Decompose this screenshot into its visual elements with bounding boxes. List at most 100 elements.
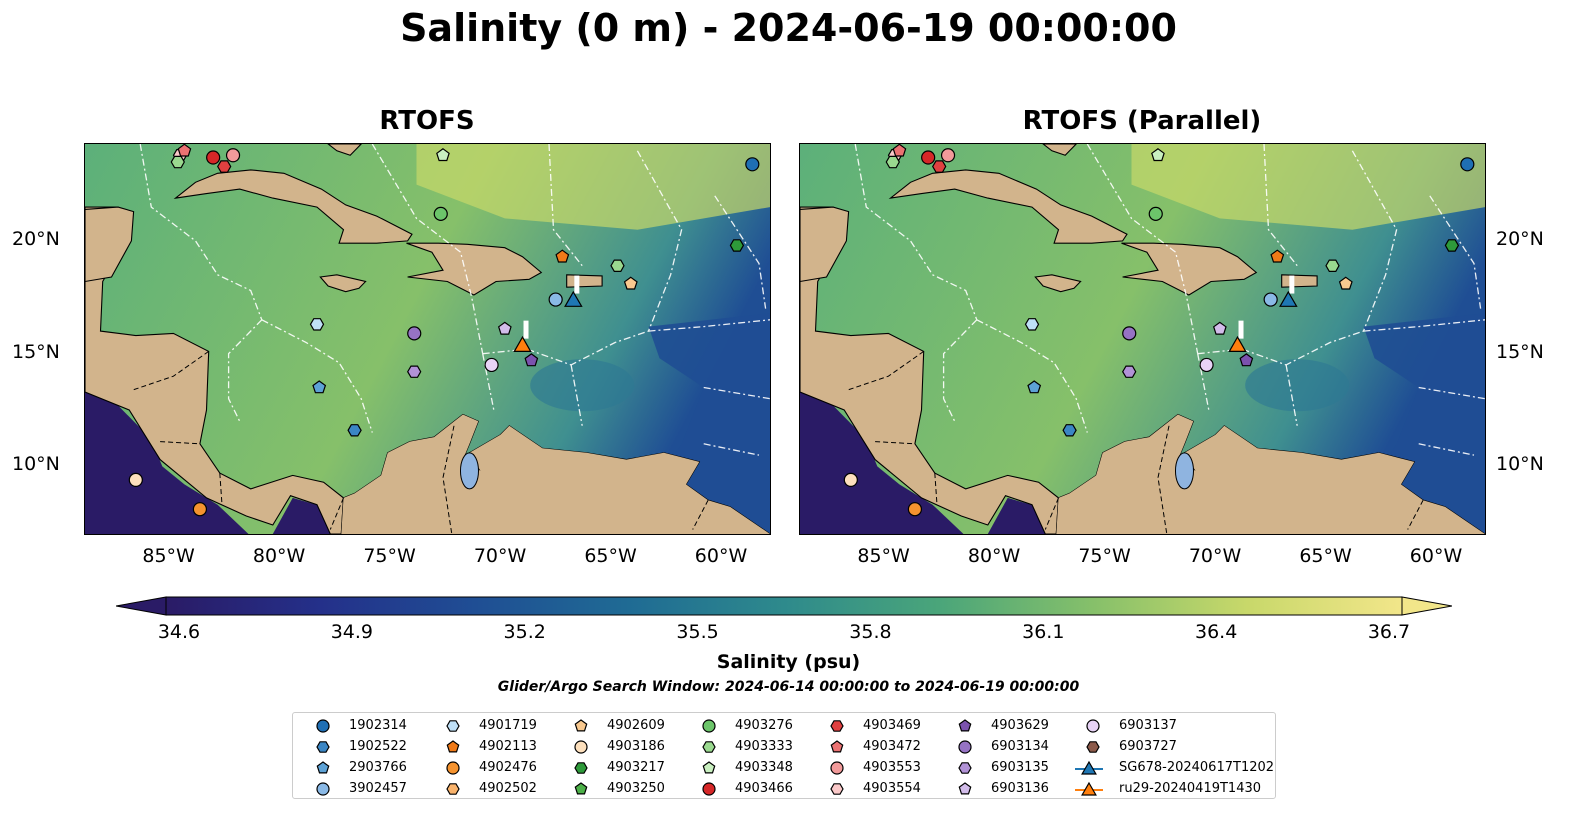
argo-float-4903466 — [921, 150, 936, 165]
lat-tick-label: 15°N — [1496, 340, 1544, 363]
legend-marker — [316, 719, 330, 733]
argo-float-4903472 — [892, 144, 907, 157]
lon-tick-label: 70°W — [473, 545, 527, 567]
lon-tick-label: 65°W — [1299, 545, 1352, 567]
high-salinity-region — [1131, 144, 1485, 230]
argo-float-4901719 — [1024, 318, 1040, 331]
eez-boundary — [482, 330, 649, 366]
country-border — [133, 350, 209, 391]
land-jamaica — [319, 274, 367, 293]
legend-label: 4903186 — [607, 739, 665, 754]
country-border — [1157, 425, 1170, 534]
glider-SG678-20240617T1202 — [564, 275, 583, 307]
eez-boundary — [482, 353, 495, 411]
argo-float-4903276 — [1148, 206, 1163, 221]
colorbar-tick-label: 36.4 — [1194, 621, 1238, 643]
legend-label: 6903136 — [991, 781, 1049, 796]
legend-label: 4902113 — [479, 739, 537, 754]
legend-label: 4901719 — [479, 718, 537, 733]
argo-float-4903333 — [885, 155, 900, 169]
map-rtofs-parallel — [799, 143, 1486, 535]
country-border — [692, 499, 709, 530]
figure-title: Salinity (0 m) - 2024-06-19 00:00:00 — [400, 6, 1177, 50]
colorbar-tick-label: 36.1 — [1022, 621, 1065, 643]
country-border — [934, 473, 938, 505]
colorbar — [116, 596, 1452, 616]
search-window-note: Glider/Argo Search Window: 2024-06-14 00… — [497, 679, 1080, 695]
eez-boundary — [648, 319, 770, 332]
land-hispaniola — [1121, 242, 1258, 296]
argo-float-1902314 — [745, 157, 760, 172]
argo-float-4902113 — [555, 249, 570, 263]
argo-float-4903469 — [217, 160, 232, 173]
eez-boundary — [703, 443, 760, 456]
glider-ru29-20240419T1430 — [1228, 320, 1247, 352]
eez-boundary — [1197, 353, 1210, 411]
eez-boundary — [942, 319, 978, 422]
legend-label: 4902609 — [607, 718, 665, 733]
lat-tick-label: 15°N — [12, 340, 60, 363]
legend-label: 4903472 — [863, 739, 921, 754]
argo-float-4903472 — [177, 144, 192, 157]
colorbar-tick-label: 35.5 — [676, 621, 719, 643]
argo-float-6903136 — [497, 321, 512, 335]
argo-float-4903217 — [1444, 239, 1460, 252]
colorbar-extend-low — [116, 596, 167, 616]
eez-boundary — [1418, 443, 1475, 456]
argo-float-6903135 — [407, 365, 422, 378]
legend-label: 6903135 — [991, 760, 1049, 775]
land-south-america-fill — [1056, 414, 1485, 534]
argo-float-4903348 — [1151, 148, 1165, 162]
gulf-of-panama — [987, 497, 1057, 534]
map-rtofs — [84, 143, 771, 535]
country-border — [875, 441, 915, 445]
argo-float-4902113 — [1270, 249, 1285, 263]
legend-marker — [446, 761, 460, 775]
legend-marker — [958, 782, 972, 795]
eez-boundary — [1418, 386, 1485, 400]
country-border — [1407, 499, 1424, 530]
eez-boundary — [548, 144, 583, 267]
legend-marker — [446, 740, 460, 753]
argo-float-4903217 — [729, 239, 745, 252]
legend-marker — [574, 782, 588, 795]
eddy-feature — [1245, 359, 1350, 412]
legend-marker — [316, 782, 330, 796]
eez-boundary — [261, 319, 373, 433]
legend-marker — [1086, 719, 1100, 733]
eez-boundary — [714, 195, 767, 309]
argo-float-4903348 — [436, 148, 450, 162]
argo-float-4903629 — [524, 353, 539, 367]
land-puerto-rico — [1281, 274, 1318, 288]
legend-marker — [702, 782, 716, 796]
colorbar-gradient — [165, 596, 1403, 616]
legend-marker — [830, 720, 844, 732]
argo-float-4903553 — [225, 148, 241, 163]
legend-label: 4903217 — [607, 760, 665, 775]
legend-marker — [446, 720, 460, 732]
argo-float-6903134 — [407, 326, 422, 341]
argo-float-4903186 — [128, 472, 143, 487]
argo-float-4903276 — [433, 206, 448, 221]
lon-tick-label: 75°W — [1078, 545, 1131, 567]
legend-label: 4903629 — [991, 718, 1049, 733]
argo-float-3902457 — [548, 292, 563, 307]
argo-float-6903135 — [1122, 365, 1137, 378]
legend-marker — [1086, 741, 1100, 753]
lat-tick-label: 20°N — [1496, 227, 1544, 250]
legend-marker — [574, 719, 588, 732]
lon-tick-label: 70°W — [1188, 545, 1242, 567]
eez-boundary — [854, 144, 978, 321]
argo-float-4903629 — [1239, 353, 1254, 367]
eez-boundary — [1285, 364, 1298, 426]
high-salinity-region — [416, 144, 770, 230]
argo-float-4903466 — [206, 150, 221, 165]
argo-float-4902476 — [192, 502, 208, 517]
legend-label: 4903250 — [607, 781, 665, 796]
legend-label: 4903553 — [863, 760, 921, 775]
legend: 1902314 1902522 2903766 3902457 4901719 49021… — [292, 712, 1276, 799]
eez-boundary — [1197, 330, 1364, 366]
argo-float-1902314 — [1460, 157, 1475, 172]
legend-label: 4903333 — [735, 739, 793, 754]
glider-SG678-20240617T1202 — [1279, 275, 1298, 307]
